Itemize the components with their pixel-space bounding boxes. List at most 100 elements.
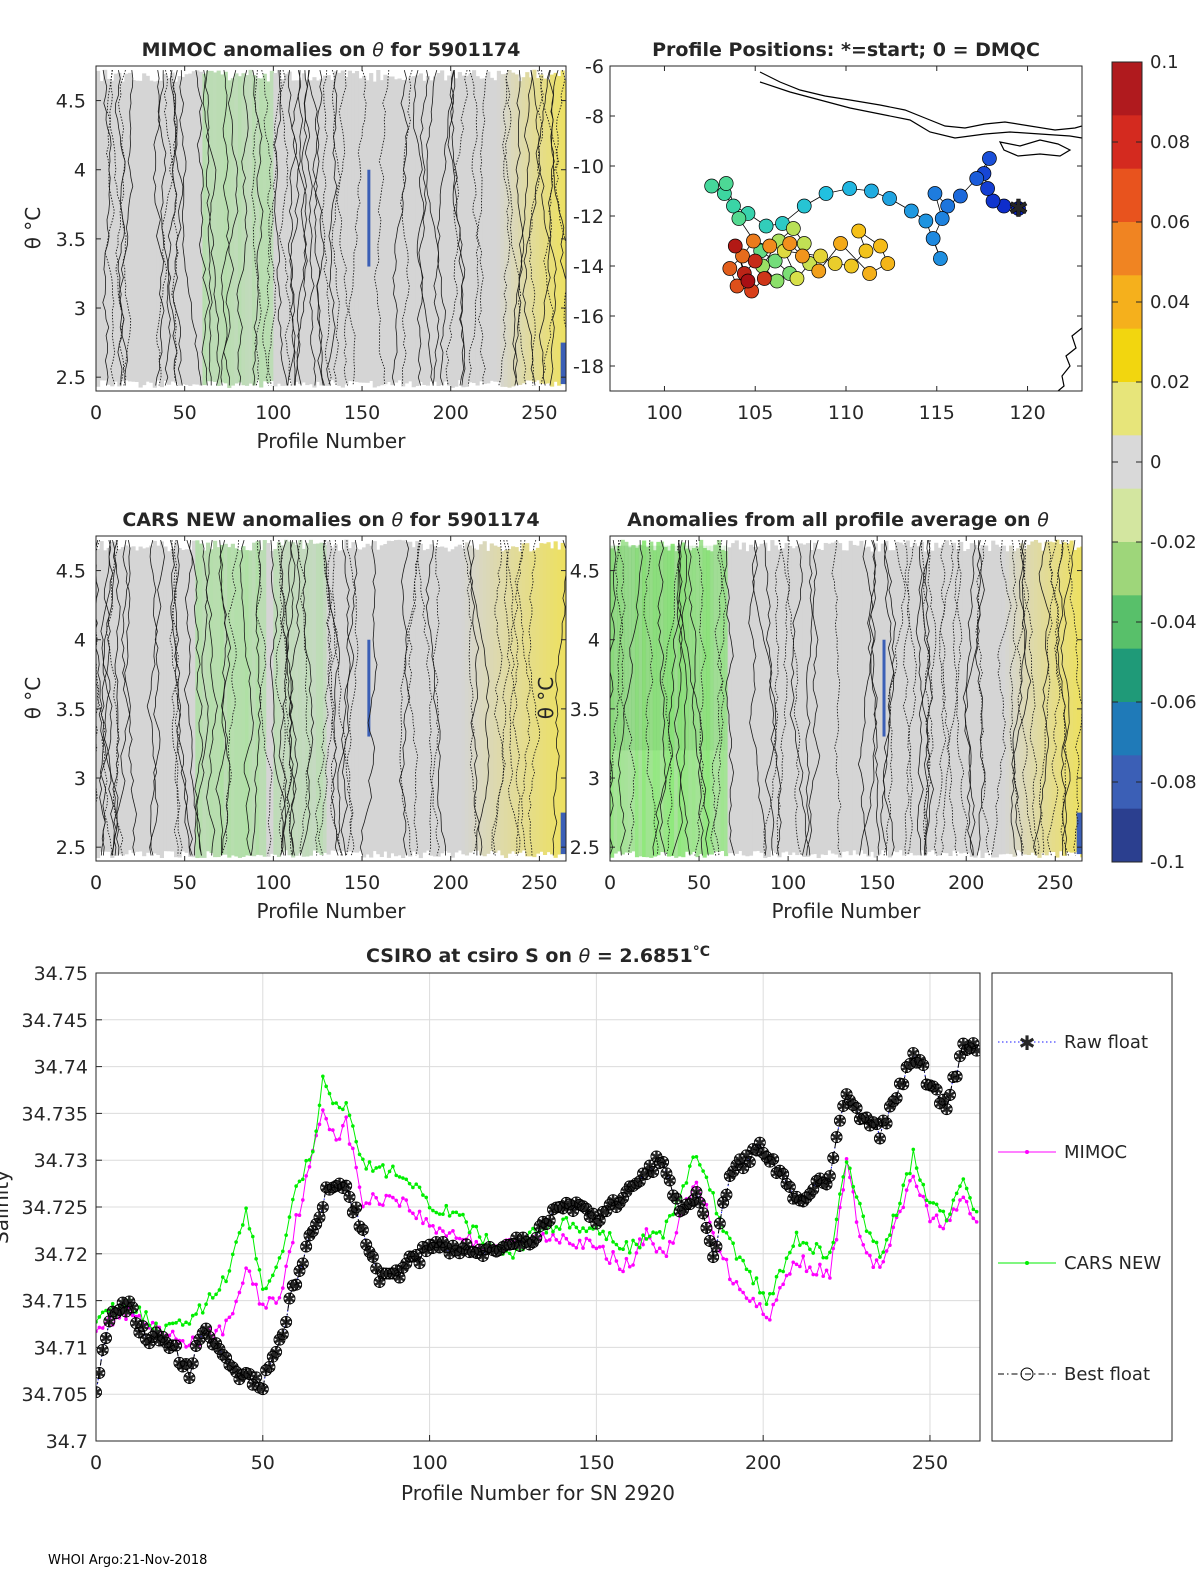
series-point <box>858 1234 862 1239</box>
series-point <box>294 1213 298 1217</box>
colorbar-tick-label: 0.08 <box>1150 132 1190 153</box>
anomaly-stripe <box>237 550 243 858</box>
series-point <box>557 1241 562 1245</box>
profile-position-marker <box>934 211 950 226</box>
anomaly-stripe <box>909 546 914 853</box>
series-point <box>444 1203 449 1208</box>
anomaly-stripe <box>354 548 360 853</box>
series-point <box>327 1127 332 1132</box>
series-point <box>651 1242 655 1246</box>
anomaly-stripe <box>191 540 196 858</box>
series-point <box>664 1219 669 1224</box>
series-point <box>794 1230 799 1235</box>
anomaly-stripe <box>401 540 406 859</box>
best-float-marker <box>223 1358 236 1371</box>
best-float-marker <box>547 1203 559 1216</box>
series-point <box>944 1218 949 1223</box>
series-point <box>731 1241 735 1246</box>
contour-line <box>239 539 254 856</box>
best-float-marker <box>343 1191 356 1203</box>
series-point <box>791 1260 795 1265</box>
contour-line <box>1066 540 1082 856</box>
anomaly-stripe <box>170 72 175 382</box>
contour-line <box>303 70 317 386</box>
series-point <box>294 1184 298 1188</box>
series-point <box>277 1295 282 1300</box>
anomaly-stripe <box>425 75 431 386</box>
contour-line <box>1039 540 1055 856</box>
series-point <box>778 1268 782 1273</box>
series-point <box>334 1138 338 1142</box>
contour-line <box>445 69 468 386</box>
series-point <box>644 1227 649 1231</box>
series-point <box>414 1182 419 1186</box>
series-point <box>224 1318 228 1323</box>
y-tick-label: 34.7 <box>46 1431 88 1453</box>
mimoc-x-axis-label: Profile Number <box>257 429 407 453</box>
salinity-panel-title: CSIRO at csiro S on θ = 2.6851°C <box>366 944 710 967</box>
contour-line <box>251 70 262 386</box>
series-point <box>861 1214 866 1219</box>
y-tick-label: 2.5 <box>56 367 86 389</box>
anomaly-stripe <box>174 81 179 383</box>
anomaly-stripe <box>276 70 282 384</box>
x-tick-label: 100 <box>255 402 291 424</box>
series-point <box>871 1239 876 1243</box>
anomaly-stripe <box>266 81 271 383</box>
series-point <box>894 1213 899 1218</box>
anomaly-stripe <box>447 551 452 853</box>
contour-line <box>255 540 273 856</box>
contour-line <box>681 540 704 856</box>
series-point <box>321 1074 325 1079</box>
anomaly-stripe <box>284 539 289 851</box>
series-point <box>738 1255 742 1260</box>
series-point <box>664 1254 669 1259</box>
series-point <box>951 1198 956 1202</box>
series-point <box>571 1243 575 1247</box>
anomaly-stripe <box>934 542 939 855</box>
contour-line <box>1016 540 1037 856</box>
best-float-marker <box>930 1083 943 1096</box>
best-float-marker <box>163 1341 176 1354</box>
series-point <box>697 1163 702 1167</box>
best-float-marker <box>520 1236 533 1248</box>
best-float-marker <box>153 1334 166 1347</box>
anomaly-stripe <box>241 546 246 857</box>
series-point <box>331 1101 335 1106</box>
series-point <box>834 1237 839 1242</box>
contour-line <box>522 69 551 386</box>
contour-line <box>1009 540 1024 856</box>
contour-line <box>428 540 440 856</box>
anomaly-stripe <box>663 547 668 853</box>
profile-position-marker <box>851 223 867 239</box>
x-tick-label: 150 <box>578 1452 614 1474</box>
legend-box <box>991 972 1173 1442</box>
series-point <box>257 1302 262 1306</box>
colorbar-segment <box>1112 382 1142 436</box>
best-float-marker <box>567 1204 579 1217</box>
best-float-marker <box>323 1183 336 1196</box>
series-point <box>214 1292 218 1297</box>
anomaly-patch <box>684 545 689 751</box>
anomaly-stripe <box>656 541 661 856</box>
series-point <box>424 1195 429 1200</box>
anomaly-stripe <box>305 79 310 386</box>
series-point <box>948 1218 952 1223</box>
best-float-marker <box>807 1183 820 1196</box>
profile-position-marker <box>864 183 879 199</box>
series-point <box>464 1220 469 1224</box>
anomaly-patch <box>716 545 722 751</box>
best-float-marker <box>376 1267 389 1280</box>
series-point <box>577 1229 582 1234</box>
anomaly-stripe <box>475 549 480 851</box>
series-point <box>457 1213 462 1217</box>
anomaly-stripe <box>227 547 232 858</box>
y-tick-label: 3.5 <box>56 699 86 721</box>
anomaly-stripe <box>436 73 441 386</box>
best-float-marker <box>450 1244 463 1257</box>
series-point <box>674 1230 679 1235</box>
anomaly-patch <box>620 545 625 751</box>
series-point <box>277 1256 282 1260</box>
best-float-marker <box>507 1237 519 1250</box>
negative-anomaly-streak <box>1076 812 1082 855</box>
